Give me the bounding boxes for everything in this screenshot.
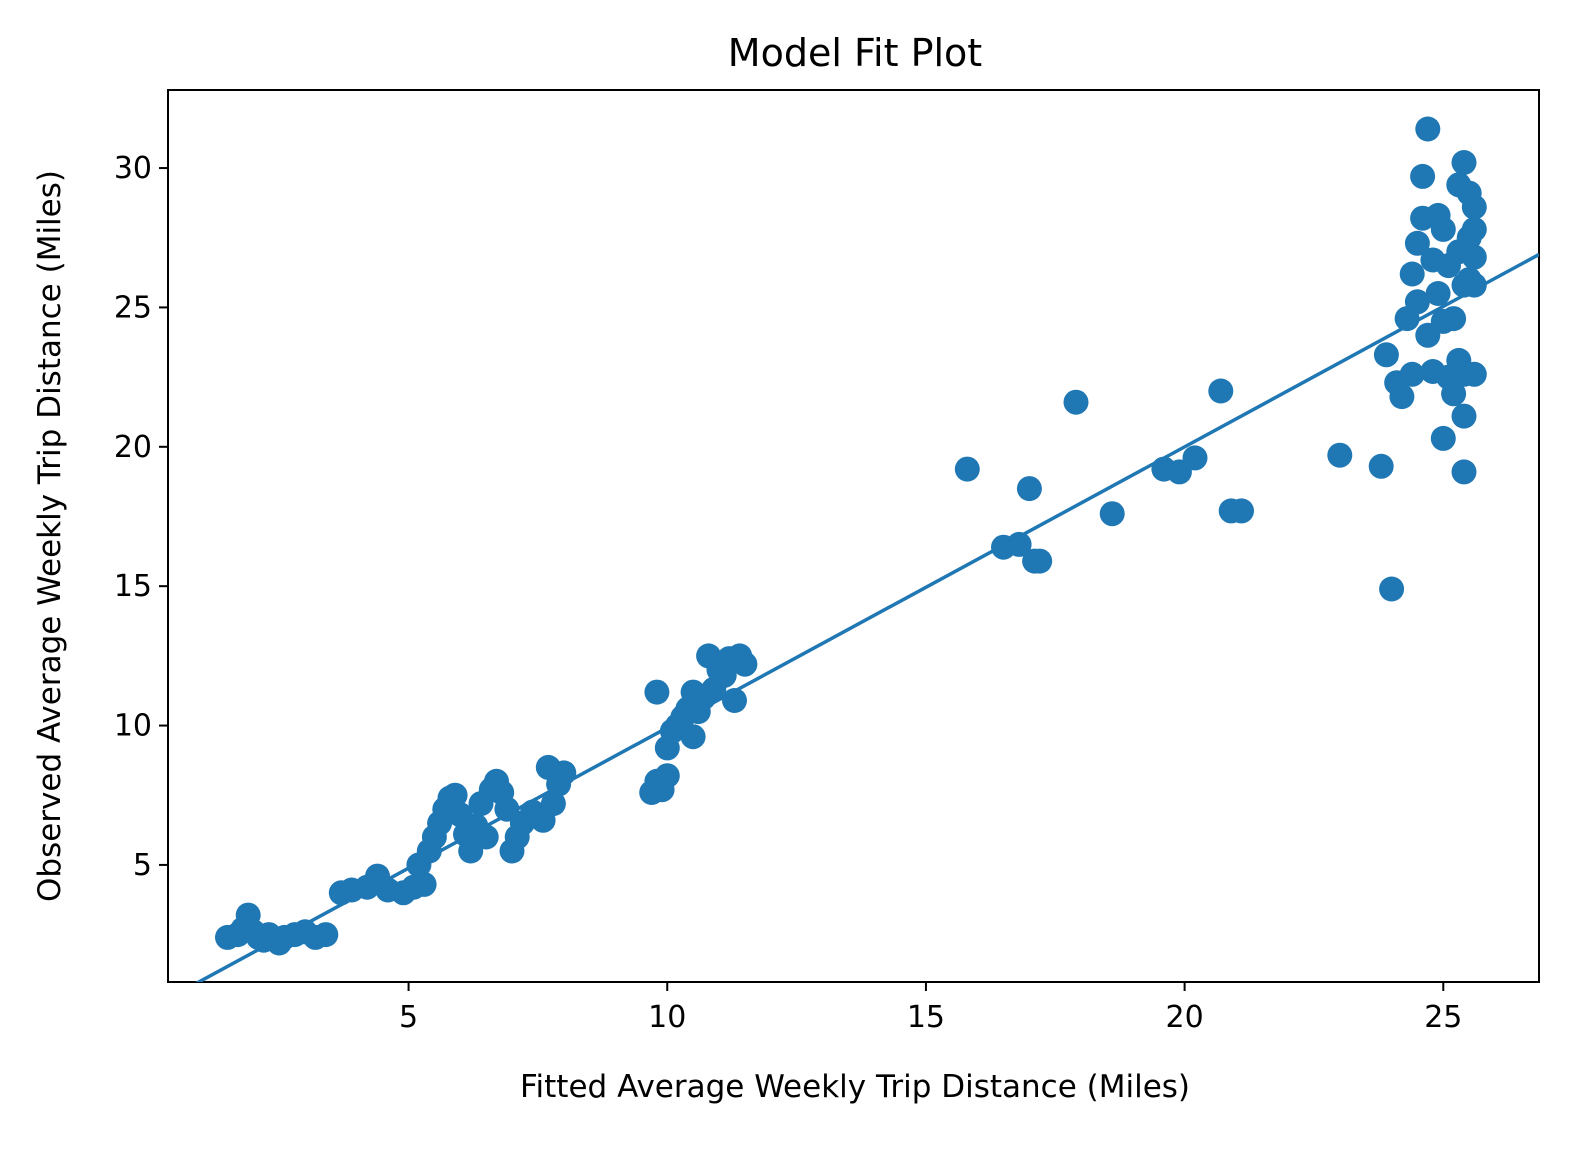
y-tick-label: 25 — [114, 290, 152, 325]
scatter-point — [1404, 289, 1430, 315]
scatter-point — [540, 791, 566, 817]
x-tick-label: 20 — [1166, 1000, 1204, 1035]
scatter-point — [1430, 425, 1456, 451]
scatter-point — [551, 760, 577, 786]
y-tick-label: 20 — [114, 430, 152, 465]
scatter-point — [732, 651, 758, 677]
x-axis-ticks: 5 10 15 20 25 — [399, 982, 1462, 1035]
scatter-point — [1441, 381, 1467, 407]
y-tick-label: 10 — [114, 709, 152, 744]
plot-frame — [167, 89, 1540, 983]
scatter-point — [313, 922, 339, 948]
scatter-point — [1410, 163, 1436, 189]
scatter-point — [1461, 361, 1487, 387]
scatter-point — [954, 456, 980, 482]
scatter-point — [654, 763, 680, 789]
scatter-point — [1389, 384, 1415, 410]
y-tick-label: 15 — [114, 569, 152, 604]
scatter-point — [442, 782, 468, 808]
scatter-point — [1461, 272, 1487, 298]
scatter-point — [411, 871, 437, 897]
scatter-point — [1006, 531, 1032, 557]
x-tick-label: 5 — [399, 1000, 418, 1035]
y-tick-label: 30 — [114, 151, 152, 186]
fit-line-layer — [195, 252, 1539, 982]
scatter-point — [1373, 342, 1399, 368]
x-tick-label: 25 — [1424, 1000, 1462, 1035]
scatter-point — [1399, 361, 1425, 387]
y-axis-ticks: 5 10 15 20 25 30 — [114, 151, 168, 883]
scatter-point — [680, 724, 706, 750]
x-axis-label: Fitted Average Weekly Trip Distance (Mil… — [520, 1069, 1190, 1105]
scatter-point — [1461, 216, 1487, 242]
y-tick-label: 5 — [133, 848, 152, 883]
scatter-point — [644, 679, 670, 705]
scatter-point — [1208, 378, 1234, 404]
scatter-points-layer — [215, 116, 1487, 956]
scatter-point — [1368, 453, 1394, 479]
scatter-point — [722, 688, 747, 713]
x-tick-label: 15 — [907, 1000, 945, 1035]
scatter-point — [1404, 230, 1430, 256]
y-axis-label: Observed Average Weekly Trip Distance (M… — [32, 170, 68, 902]
x-tick-label: 10 — [648, 1000, 686, 1035]
scatter-point — [1063, 389, 1089, 415]
scatter-point — [1099, 501, 1125, 527]
scatter-point — [1451, 403, 1477, 429]
scatter-point — [1461, 244, 1487, 270]
scatter-point — [1415, 116, 1441, 142]
scatter-point — [473, 824, 499, 850]
scatter-point — [1441, 306, 1467, 332]
scatter-point — [1430, 216, 1456, 242]
scatter-point — [1379, 576, 1405, 602]
scatter-point — [1425, 281, 1451, 306]
scatter-point — [1229, 498, 1254, 524]
fit-line — [195, 252, 1539, 982]
scatter-point — [1461, 194, 1487, 220]
scatter-point — [1016, 476, 1042, 502]
chart-title: Model Fit Plot — [728, 31, 982, 75]
scatter-point — [1399, 261, 1425, 287]
scatter-point — [1327, 442, 1353, 468]
scatter-point — [1182, 445, 1208, 471]
scatter-point — [1451, 150, 1477, 175]
scatter-point — [1451, 459, 1477, 485]
scatter-point — [1027, 548, 1053, 574]
